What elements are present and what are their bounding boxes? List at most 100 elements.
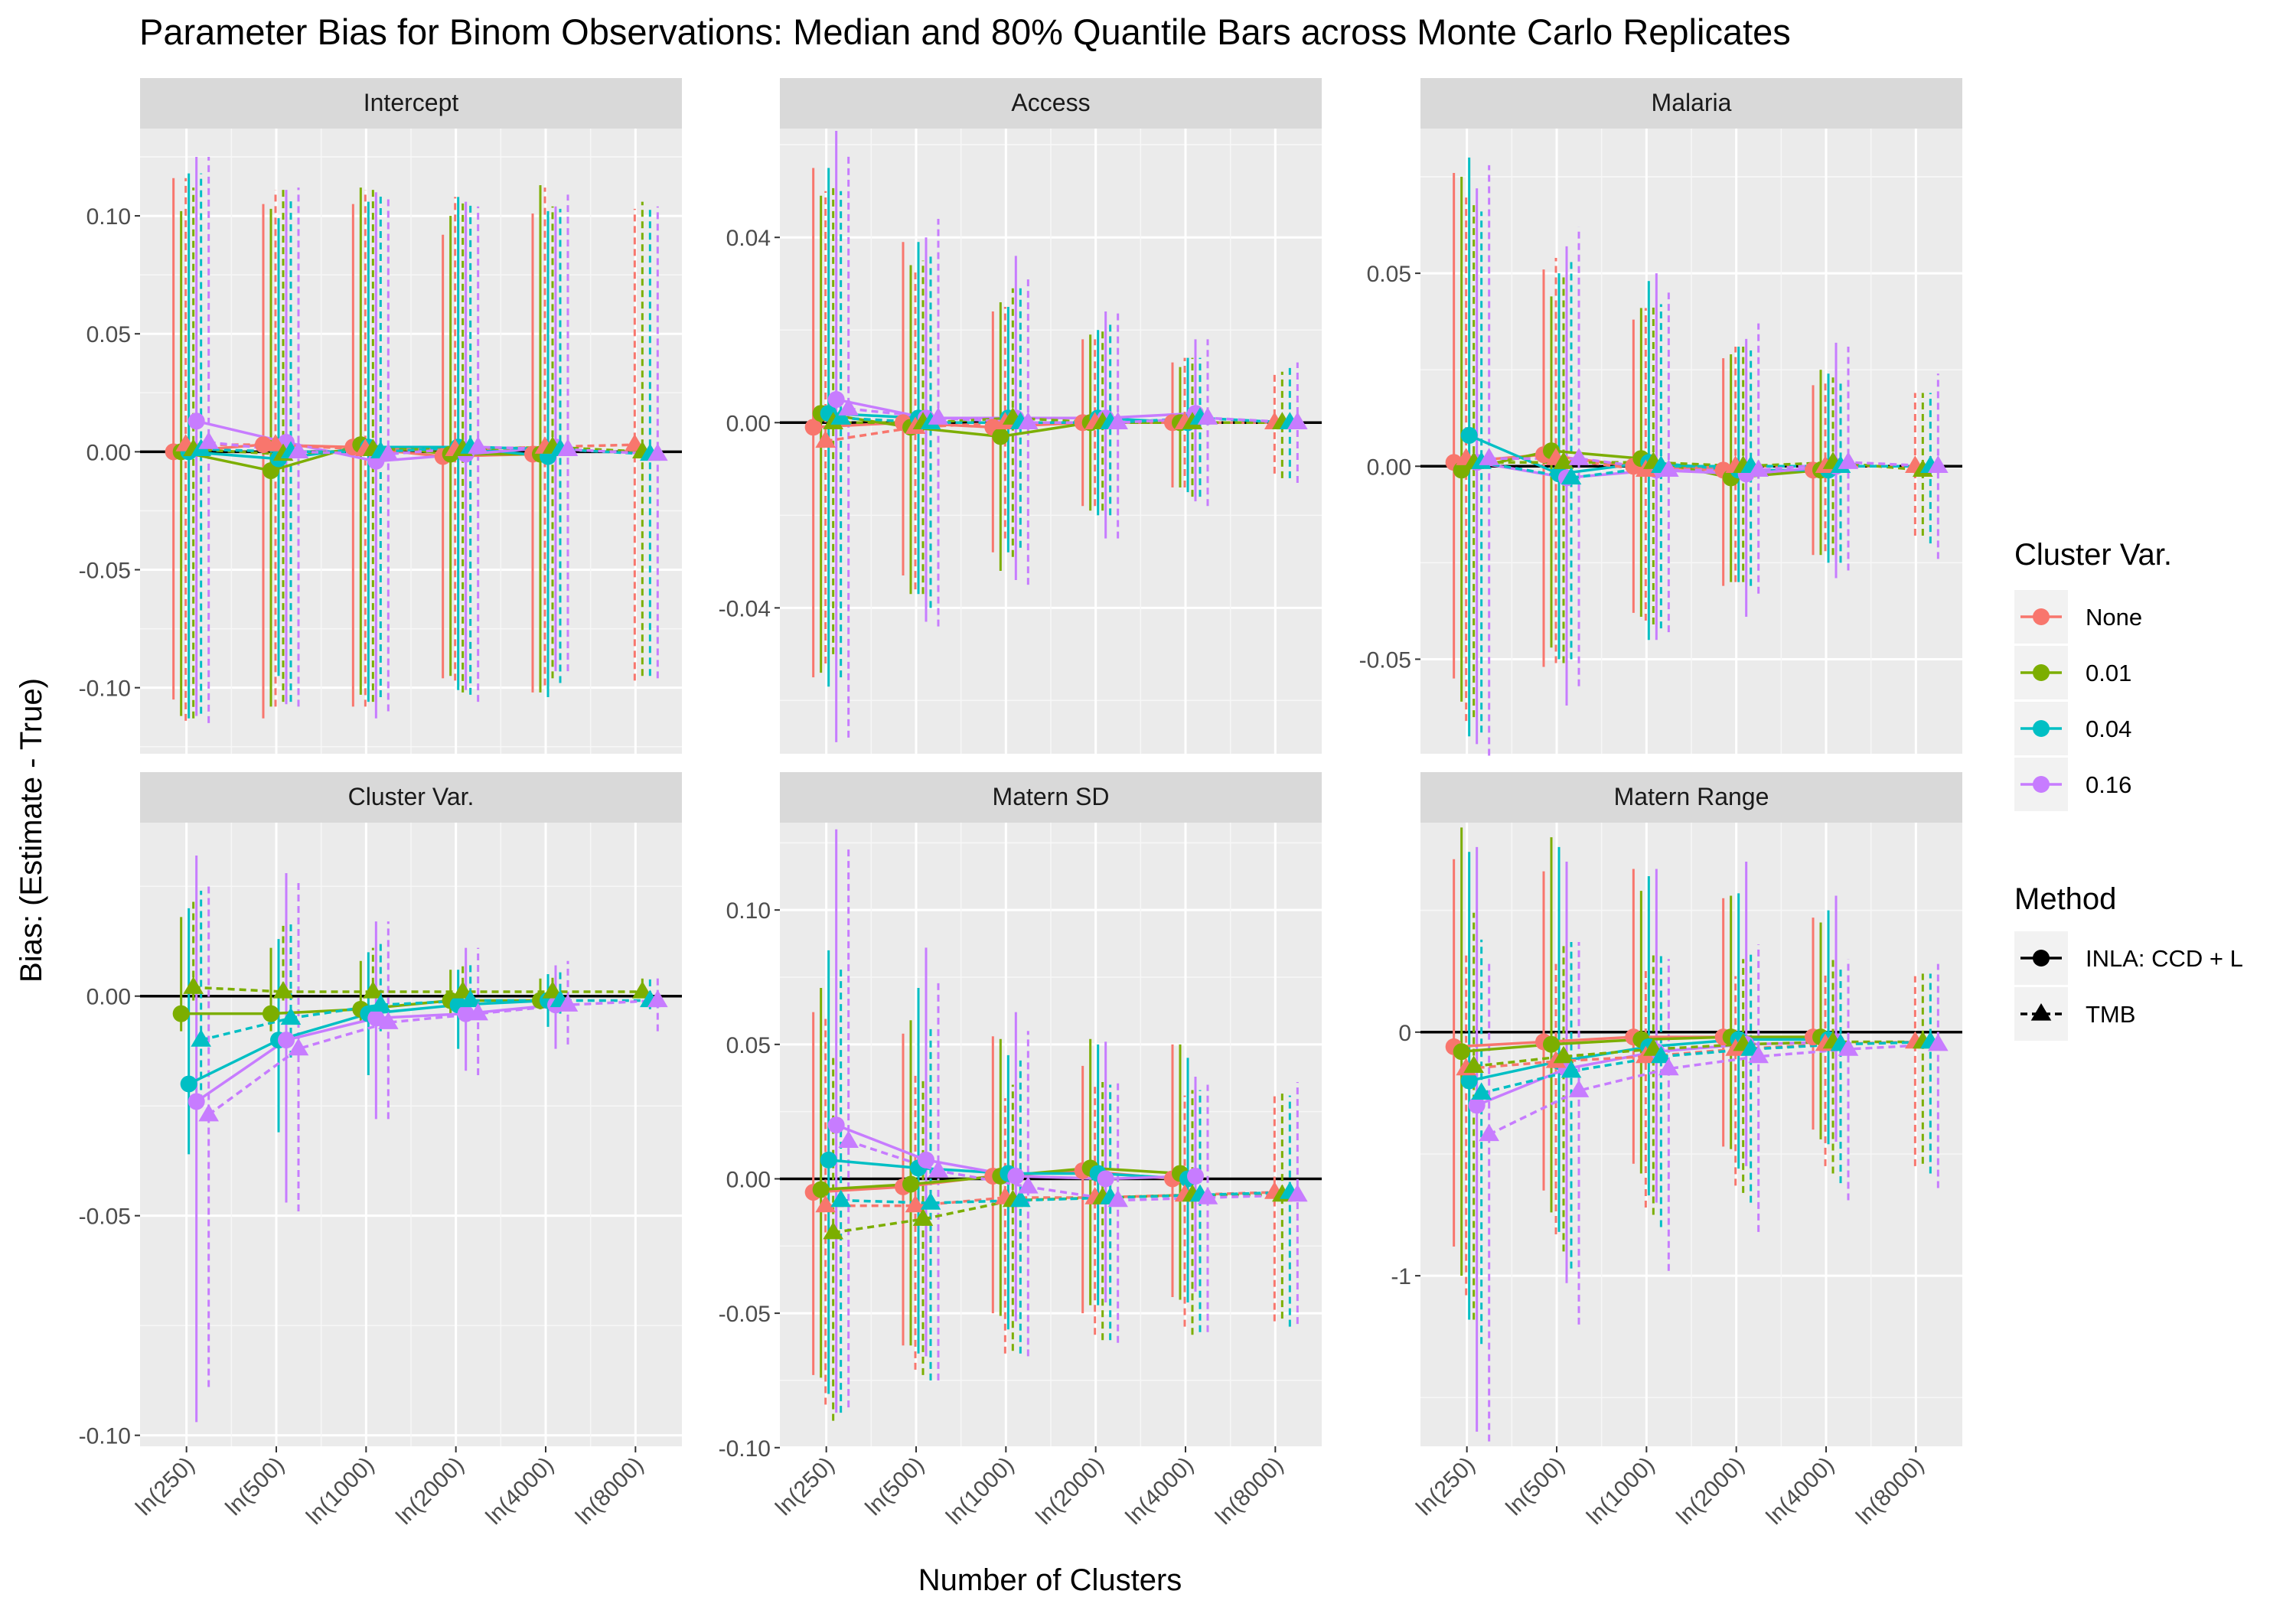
median-point-tmb-0.16 bbox=[1479, 1123, 1499, 1142]
legend-label-0.04: 0.04 bbox=[2086, 715, 2131, 742]
y-tick-label: 0.04 bbox=[726, 226, 771, 251]
median-point-tmb-0.04 bbox=[830, 1189, 851, 1208]
median-point-tmb-0.16 bbox=[1287, 1184, 1308, 1202]
median-point-tmb-0.16 bbox=[838, 1130, 859, 1148]
facet-strip-label: Matern Range bbox=[1614, 783, 1769, 810]
y-tick-label: 0.10 bbox=[726, 898, 771, 924]
median-point-tmb-0.16 bbox=[838, 398, 859, 416]
median-line-tmb-0.16 bbox=[1488, 1042, 1939, 1136]
median-point-tmb-0.04 bbox=[460, 989, 481, 1008]
y-tick-label: -0.05 bbox=[79, 559, 131, 584]
median-point-tmb-0.16 bbox=[928, 407, 949, 425]
legend-label-circle: INLA: CCD + L bbox=[2086, 945, 2243, 972]
median-point-tmb-0.04 bbox=[1010, 1189, 1031, 1208]
y-tick-label: -0.10 bbox=[719, 1436, 771, 1462]
y-tick-label: -0.05 bbox=[79, 1204, 131, 1230]
y-tick-label: -0.10 bbox=[79, 676, 131, 702]
median-point-tmb-0.16 bbox=[928, 1159, 949, 1178]
y-tick-label: -1 bbox=[1391, 1264, 1411, 1289]
median-line-tmb-None bbox=[825, 1191, 1275, 1208]
median-point-tmb-0.16 bbox=[1107, 412, 1128, 429]
median-point-inla-0.01 bbox=[1453, 1043, 1470, 1061]
median-point-tmb-0.16 bbox=[1748, 459, 1769, 478]
median-point-tmb-0.01 bbox=[912, 1208, 934, 1226]
median-point-tmb-0.16 bbox=[198, 1103, 219, 1122]
median-point-tmb-0.04 bbox=[1471, 1082, 1492, 1100]
median-point-tmb-0.01 bbox=[363, 980, 383, 999]
legend-label-None: None bbox=[2086, 604, 2142, 631]
median-point-tmb-0.16 bbox=[198, 432, 219, 449]
facet-panels: Intercept -0.10 -0.05 0.00 0.05 0.10 Access -0.… bbox=[79, 78, 1962, 1530]
median-point-tmb-0.16 bbox=[1838, 1038, 1859, 1056]
median-point-tmb-0.16 bbox=[1197, 1187, 1218, 1204]
median-point-tmb-0.01 bbox=[1463, 1055, 1484, 1074]
median-point-tmb-None bbox=[815, 430, 836, 448]
median-point-tmb-0.16 bbox=[1287, 412, 1308, 429]
median-line-tmb-0.16 bbox=[848, 1139, 1298, 1202]
facet-strip-label: Access bbox=[1011, 89, 1090, 116]
median-point-tmb-0.04 bbox=[1561, 467, 1582, 485]
median-point-tmb-0.04 bbox=[191, 1029, 211, 1047]
legend-key-circle bbox=[2033, 950, 2050, 966]
facet-intercept: Intercept -0.10 -0.05 0.00 0.05 0.10 bbox=[79, 78, 682, 754]
facet-strip bbox=[140, 78, 682, 129]
median-line-tmb-0.01 bbox=[1473, 1040, 1923, 1068]
median-point-tmb-0.16 bbox=[1479, 448, 1499, 465]
median-point-tmb-0.16 bbox=[378, 443, 399, 461]
median-point-tmb-0.16 bbox=[288, 441, 309, 459]
median-point-tmb-0.16 bbox=[1018, 412, 1039, 429]
median-point-inla-0.16 bbox=[278, 1032, 295, 1049]
legend-key-point-None bbox=[2033, 608, 2050, 625]
median-point-tmb-0.16 bbox=[1928, 1033, 1949, 1051]
legend-label-triangle: TMB bbox=[2086, 1001, 2135, 1028]
median-point-tmb-None bbox=[265, 434, 286, 451]
median-point-tmb-0.16 bbox=[1568, 1080, 1590, 1097]
facet-access: Access -0.04 0.00 0.04 bbox=[719, 78, 1322, 754]
median-point-tmb-0.01 bbox=[452, 980, 473, 999]
median-point-tmb-0.01 bbox=[1553, 1045, 1574, 1064]
y-tick-label: 0.05 bbox=[1367, 262, 1411, 287]
median-point-tmb-0.16 bbox=[468, 436, 488, 454]
y-tick-label: -0.10 bbox=[79, 1424, 131, 1449]
facet-strip bbox=[780, 78, 1322, 129]
facet-strip bbox=[140, 772, 682, 823]
median-point-tmb-0.16 bbox=[647, 443, 668, 461]
facet-strip-label: Malaria bbox=[1652, 89, 1732, 116]
median-point-tmb-0.04 bbox=[1651, 1045, 1671, 1064]
legend-label-0.16: 0.16 bbox=[2086, 771, 2131, 798]
median-point-inla-0.01 bbox=[263, 1005, 279, 1022]
median-point-inla-0.16 bbox=[918, 1151, 934, 1169]
median-point-tmb-0.16 bbox=[1568, 448, 1590, 465]
legend-cluster-var: Cluster Var. None 0.01 0.04 0.16 bbox=[2014, 538, 2172, 811]
y-axis-title: Bias: (Estimate - True) bbox=[15, 678, 48, 983]
y-tick-label: 0.00 bbox=[726, 1167, 771, 1192]
facet-malaria: Malaria -0.05 0.00 0.05 bbox=[1359, 78, 1962, 756]
median-point-inla-0.16 bbox=[188, 412, 205, 430]
median-point-tmb-0.16 bbox=[378, 1012, 399, 1029]
facet-strip bbox=[1420, 772, 1962, 823]
legend-key-point-0.01 bbox=[2033, 664, 2050, 681]
median-point-inla-0.16 bbox=[1007, 1167, 1025, 1185]
legend-label-0.01: 0.01 bbox=[2086, 660, 2131, 686]
median-point-inla-0.04 bbox=[180, 1075, 197, 1093]
median-point-tmb-0.01 bbox=[632, 980, 653, 999]
median-point-tmb-0.04 bbox=[370, 994, 391, 1012]
median-line-tmb-0.01 bbox=[193, 986, 643, 993]
y-tick-label: 0.05 bbox=[726, 1033, 771, 1058]
median-point-tmb-0.16 bbox=[288, 1038, 309, 1056]
median-point-tmb-0.01 bbox=[542, 980, 563, 999]
median-point-inla-0.04 bbox=[1460, 1072, 1478, 1090]
median-line-tmb-0.16 bbox=[207, 999, 658, 1116]
legend-method-title: Method bbox=[2014, 882, 2116, 916]
median-point-tmb-0.16 bbox=[557, 438, 579, 456]
y-tick-label: 0.00 bbox=[86, 985, 131, 1010]
y-tick-label: 0.00 bbox=[726, 411, 771, 436]
median-point-tmb-0.16 bbox=[647, 989, 668, 1008]
legend-key-point-0.16 bbox=[2033, 776, 2050, 793]
median-point-tmb-0.16 bbox=[1107, 1189, 1128, 1208]
median-point-tmb-0.16 bbox=[1018, 1176, 1039, 1194]
